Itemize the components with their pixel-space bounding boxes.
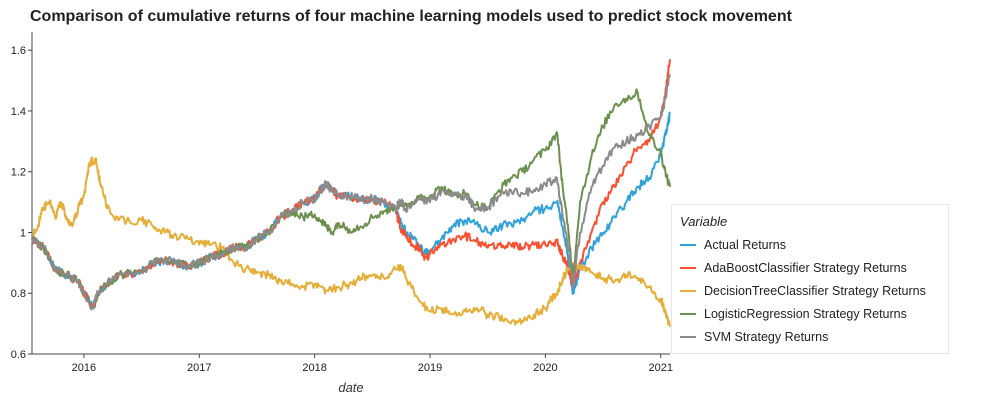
y-tick-label: 0.6 bbox=[11, 349, 26, 361]
x-tick-label: 2016 bbox=[72, 362, 96, 374]
legend-label: LogisticRegression Strategy Returns bbox=[704, 307, 907, 321]
chart-title: Comparison of cumulative returns of four… bbox=[30, 8, 792, 25]
legend-item[interactable]: DecisionTreeClassifier Strategy Returns bbox=[680, 282, 926, 300]
legend-item[interactable]: LogisticRegression Strategy Returns bbox=[680, 305, 907, 323]
legend-swatch bbox=[680, 313, 696, 315]
x-tick-label: 2019 bbox=[418, 362, 442, 374]
series-line-4 bbox=[31, 74, 671, 311]
series-line-2 bbox=[31, 156, 671, 327]
legend-swatch bbox=[680, 290, 696, 292]
plot-frame bbox=[31, 32, 670, 355]
y-axis: 0.6 0.8 1 1.2 1.4 1.6 bbox=[11, 45, 32, 361]
x-axis-title: date bbox=[338, 380, 363, 395]
legend-swatch bbox=[680, 336, 696, 338]
x-tick-label: 2017 bbox=[187, 362, 211, 374]
legend[interactable]: Variable Actual Returns AdaBoostClassifie… bbox=[671, 204, 949, 354]
legend-item[interactable]: AdaBoostClassifier Strategy Returns bbox=[680, 259, 907, 277]
x-tick-label: 2020 bbox=[533, 362, 557, 374]
legend-label: Actual Returns bbox=[704, 238, 786, 252]
x-tick-label: 2018 bbox=[302, 362, 326, 374]
legend-item[interactable]: SVM Strategy Returns bbox=[680, 328, 828, 346]
legend-swatch bbox=[680, 267, 696, 269]
legend-label: SVM Strategy Returns bbox=[704, 330, 829, 344]
legend-swatch bbox=[680, 244, 696, 246]
y-tick-label: 0.8 bbox=[11, 288, 26, 300]
legend-item[interactable]: Actual Returns bbox=[680, 236, 786, 254]
x-axis: 2016 2017 2018 2019 2020 2021 bbox=[72, 354, 673, 374]
y-tick-label: 1.2 bbox=[11, 167, 26, 179]
legend-label: DecisionTreeClassifier Strategy Returns bbox=[704, 284, 926, 298]
x-tick-label: 2021 bbox=[649, 362, 673, 374]
y-tick-label: 1 bbox=[20, 227, 26, 239]
series-lines bbox=[31, 59, 671, 327]
y-tick-label: 1.4 bbox=[11, 106, 26, 118]
y-tick-label: 1.6 bbox=[11, 45, 26, 57]
legend-label: AdaBoostClassifier Strategy Returns bbox=[704, 261, 907, 275]
legend-title: Variable bbox=[680, 214, 728, 229]
